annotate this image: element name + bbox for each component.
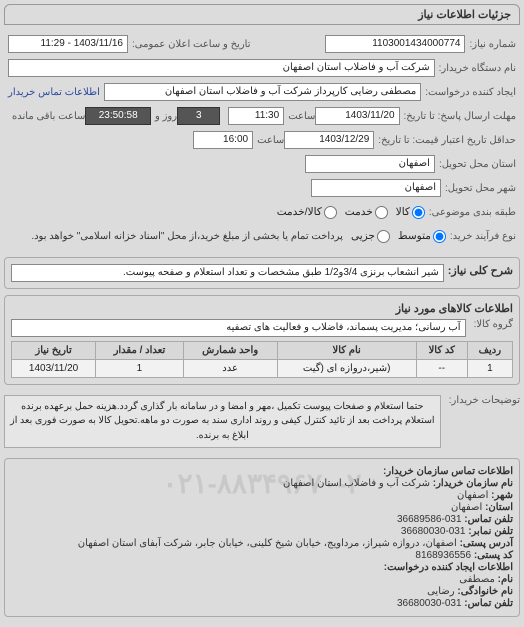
- goods-section-title: اطلاعات کالاهای مورد نیاز: [11, 302, 513, 315]
- announce-label: تاریخ و ساعت اعلان عمومی:: [132, 39, 251, 50]
- req-creator-header: اطلاعات ایجاد کننده درخواست:: [384, 562, 513, 573]
- goods-table: ردیفکد کالانام کالاواحد شمارشتعداد / مقد…: [11, 341, 513, 378]
- buy-radio-1[interactable]: جزیی: [351, 230, 390, 243]
- creator-field: مصطفی رضایی کارپرداز شرکت آب و فاضلاب اس…: [104, 83, 421, 101]
- table-cell: 1403/11/20: [12, 360, 96, 378]
- org-family-label: نام خانوادگی:: [457, 586, 513, 597]
- org-name-label: نام:: [498, 574, 513, 585]
- org-postaddr-value: اصفهان، دروازه شیراز، مرداویج، خیابان شی…: [78, 538, 457, 549]
- day-label: روز و: [155, 111, 177, 122]
- requester-org-field: شرکت آب و فاضلاب استان اصفهان: [8, 59, 435, 77]
- subject-cat-label: طبقه بندی موضوعی:: [429, 207, 516, 218]
- remaining-days-field: 3: [177, 107, 220, 125]
- key-section: شرح کلی نیاز: شیر انشعاب برنزی 3/4و1/2 ط…: [4, 257, 520, 289]
- org-fax-value: 031-36680030: [401, 526, 466, 537]
- org-province-value: اصفهان: [451, 502, 482, 513]
- org-phone2-label: تلفن تماس:: [464, 598, 513, 609]
- buy-type-label: نوع فرآیند خرید:: [450, 231, 516, 242]
- org-province-label: استان:: [485, 502, 513, 513]
- table-header: نام کالا: [277, 342, 416, 360]
- delivery-city-field: اصفهان: [311, 179, 441, 197]
- org-postcode-label: کد پستی:: [474, 550, 513, 561]
- delivery-city-label: شهر محل تحویل:: [445, 183, 516, 194]
- price-valid-label: حداقل تاریخ اعتبار قیمت: تا تاریخ:: [378, 135, 516, 146]
- table-cell: عدد: [183, 360, 277, 378]
- reply-date-field: 1403/11/20: [315, 107, 399, 125]
- table-cell: 1: [467, 360, 512, 378]
- key-title-field: شیر انشعاب برنزی 3/4و1/2 طبق مشخصات و تع…: [11, 264, 444, 282]
- table-header: کد کالا: [416, 342, 467, 360]
- org-city-label: شهر:: [491, 490, 513, 501]
- price-valid-date-field: 1403/12/29: [284, 131, 374, 149]
- org-label: نام سازمان خریدار:: [433, 478, 513, 489]
- table-header: ردیف: [467, 342, 512, 360]
- announce-field: 1403/11/16 - 11:29: [8, 35, 128, 53]
- subject-radios: کالا خدمت کالا/خدمت: [277, 206, 425, 219]
- need-number-field: 1103001434000774: [325, 35, 465, 53]
- org-phone2-value: 031-36680030: [397, 598, 462, 609]
- org-section-title: اطلاعات تماس سازمان خریدار:: [383, 466, 513, 477]
- time-label-2: ساعت: [257, 135, 284, 146]
- buyer-note-label: توضیحات خریدار:: [449, 391, 520, 452]
- org-phone-value: 031-36689586: [397, 514, 462, 525]
- org-postaddr-label: آدرس پستی:: [460, 538, 513, 549]
- requester-org-label: نام دستگاه خریدار:: [439, 63, 516, 74]
- form-area: شماره نیاز: 1103001434000774 تاریخ و ساع…: [4, 29, 520, 251]
- buy-note: پرداخت تمام یا بخشی از مبلغ خرید،از محل …: [31, 231, 343, 242]
- reply-time-field: 11:30: [228, 107, 284, 125]
- need-number-label: شماره نیاز:: [469, 39, 516, 50]
- subject-radio-1[interactable]: خدمت: [345, 206, 388, 219]
- goods-group-field: آب رسانی؛ مدیریت پسماند، فاضلاب و فعالیت…: [11, 319, 466, 337]
- org-family-value: رضایی: [427, 586, 455, 597]
- table-cell: --: [416, 360, 467, 378]
- remaining-suffix: ساعت باقی مانده: [12, 111, 85, 122]
- org-fax-label: تلفن نمابر:: [468, 526, 513, 537]
- table-cell: (شیر،دروازه ای (گیت: [277, 360, 416, 378]
- org-name-value: مصطفی: [459, 574, 495, 585]
- buy-radios: متوسط جزیی: [351, 230, 446, 243]
- table-header: تاریخ نیاز: [12, 342, 96, 360]
- creator-contact-link[interactable]: اطلاعات تماس خریدار: [8, 87, 100, 98]
- table-row: 1--(شیر،دروازه ای (گیتعدد11403/11/20: [12, 360, 513, 378]
- org-value: شرکت آب و فاضلاب استان اصفهان: [283, 478, 430, 489]
- panel-title: جزئیات اطلاعات نیاز: [4, 4, 520, 25]
- reply-deadline-label: مهلت ارسال پاسخ: تا تاریخ:: [404, 111, 516, 122]
- buy-radio-0[interactable]: متوسط: [398, 230, 446, 243]
- subject-radio-2[interactable]: کالا/خدمت: [277, 206, 337, 219]
- price-valid-time-field: 16:00: [193, 131, 253, 149]
- subject-radio-0[interactable]: کالا: [396, 206, 425, 219]
- remaining-time-field: 23:50:58: [85, 107, 151, 125]
- org-postcode-value: 8168936556: [415, 550, 471, 561]
- goods-section: اطلاعات کالاهای مورد نیاز گروه کالا: آب …: [4, 295, 520, 385]
- org-phone-label: تلفن تماس:: [464, 514, 513, 525]
- table-header: تعداد / مقدار: [96, 342, 184, 360]
- table-cell: 1: [96, 360, 184, 378]
- key-title-label: شرح کلی نیاز:: [448, 264, 513, 277]
- org-city-value: اصفهان: [457, 490, 488, 501]
- goods-group-label: گروه کالا:: [474, 319, 513, 330]
- time-label-1: ساعت: [288, 111, 315, 122]
- table-header: واحد شمارش: [183, 342, 277, 360]
- delivery-province-label: استان محل تحویل:: [439, 159, 516, 170]
- org-section: ۰۲۱-۸۸۳۴۹۶۷۰-۲ اطلاعات تماس سازمان خریدا…: [4, 458, 520, 617]
- creator-label: ایجاد کننده درخواست:: [425, 87, 516, 98]
- delivery-province-field: اصفهان: [305, 155, 435, 173]
- buyer-note-text: حتما استعلام و صفحات پیوست تکمیل ،مهر و …: [4, 395, 441, 448]
